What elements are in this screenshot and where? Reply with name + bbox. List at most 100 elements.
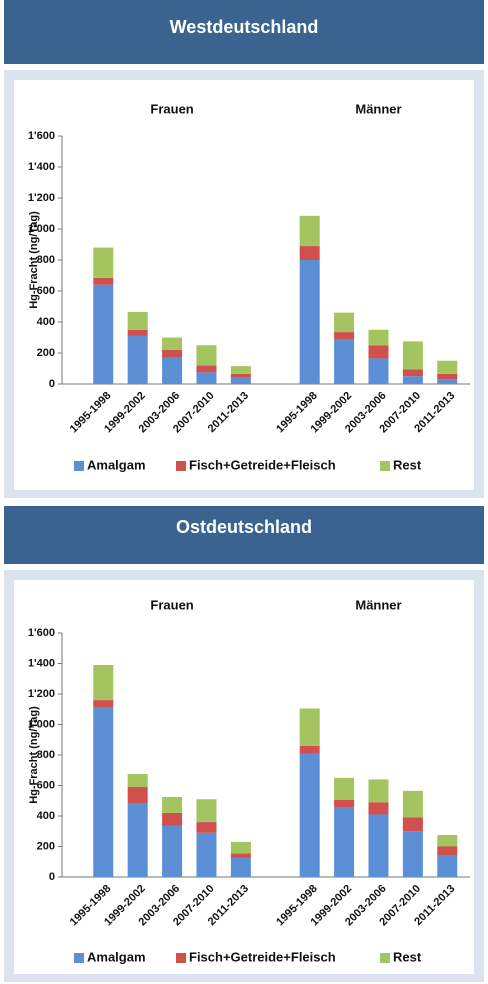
bar-segment [437,855,458,877]
y-tick-label: 1'200 [28,192,55,204]
legend-label: Amalgam [87,949,146,964]
bar-segment [162,357,183,384]
legend-swatch [74,953,84,963]
bar-segment [230,373,251,378]
y-tick-label: 1'400 [28,657,55,669]
bar-segment [127,803,148,877]
bar-segment [230,366,251,374]
bar-segment [230,853,251,858]
y-tick-label: 200 [37,840,55,852]
header-band [4,0,484,64]
legend-label: Fisch+Getreide+Fleisch [189,457,336,472]
legend-swatch [74,461,84,471]
y-tick-label: 600 [37,285,55,297]
y-tick-label: 1'000 [28,718,55,730]
legend-label: Rest [393,457,422,472]
group-label: Frauen [150,597,193,612]
bar-segment [334,312,355,333]
y-tick-label: 1'600 [28,130,55,142]
y-tick-label: 400 [37,810,55,822]
bar-segment [93,277,114,285]
bar-segment [93,700,114,708]
y-tick-label: 1'000 [28,223,55,235]
bar-segment [437,360,458,374]
bar-segment [368,814,389,877]
bar-segment [230,377,251,384]
legend-swatch [380,461,390,471]
bar-segment [437,373,458,380]
bar-segment [402,817,423,832]
bar-segment [402,341,423,370]
y-tick-label: 1'200 [28,688,55,700]
header-band [4,506,484,564]
y-tick-label: 800 [37,254,55,266]
bar-segment [127,311,148,330]
legend-label: Rest [393,949,422,964]
bar-segment [334,807,355,877]
y-tick-label: 0 [49,871,55,883]
bar-segment [368,779,389,803]
y-tick-label: 400 [37,316,55,328]
bar-segment [299,215,320,247]
bar-segment [93,665,114,701]
bar-segment [299,260,320,384]
group-label: Männer [355,101,401,116]
bar-segment [334,339,355,384]
bar-segment [334,777,355,800]
y-tick-label: 200 [37,347,55,359]
bar-segment [93,707,114,877]
y-tick-label: 0 [49,378,55,390]
bar-segment [196,345,217,366]
bar-segment [196,372,217,384]
bar-segment [299,246,320,260]
legend-swatch [176,953,186,963]
bar-segment [162,349,183,358]
bar-segment [196,822,217,833]
y-tick-label: 1'400 [28,161,55,173]
bar-segment [299,745,320,754]
bar-segment [437,846,458,856]
legend-label: Amalgam [87,457,146,472]
bar-segment [299,753,320,877]
bar-segment [230,841,251,854]
bar-segment [162,812,183,826]
bar-segment [93,247,114,278]
bar-segment [437,379,458,384]
bar-segment [368,358,389,384]
bar-segment [402,369,423,377]
bar-segment [127,329,148,336]
bar-segment [196,799,217,823]
y-axis-label: Hg-Fracht (ng/Tag) [28,211,40,309]
legend-swatch [380,953,390,963]
bar-segment [402,790,423,818]
bar-segment [402,376,423,384]
chart-title: Ostdeutschland [176,517,312,537]
bar-segment [368,329,389,346]
bar-segment [162,796,183,813]
bar-segment [230,857,251,877]
panel [14,80,474,490]
bar-segment [162,825,183,877]
bar-segment [402,831,423,877]
y-tick-label: 800 [37,749,55,761]
bar-segment [437,835,458,847]
bar-segment [368,802,389,815]
chart-title: Westdeutschland [170,17,319,37]
bar-segment [196,365,217,373]
bar-segment [162,337,183,350]
bar-segment [299,708,320,746]
y-tick-label: 600 [37,779,55,791]
legend-swatch [176,461,186,471]
bar-segment [93,284,114,384]
bar-segment [127,774,148,788]
y-tick-label: 1'600 [28,627,55,639]
bar-segment [368,345,389,359]
panel [14,580,474,974]
group-label: Frauen [150,101,193,116]
bar-segment [127,335,148,384]
bar-segment [196,832,217,877]
group-label: Männer [355,597,401,612]
bar-segment [127,787,148,804]
bar-segment [334,332,355,340]
